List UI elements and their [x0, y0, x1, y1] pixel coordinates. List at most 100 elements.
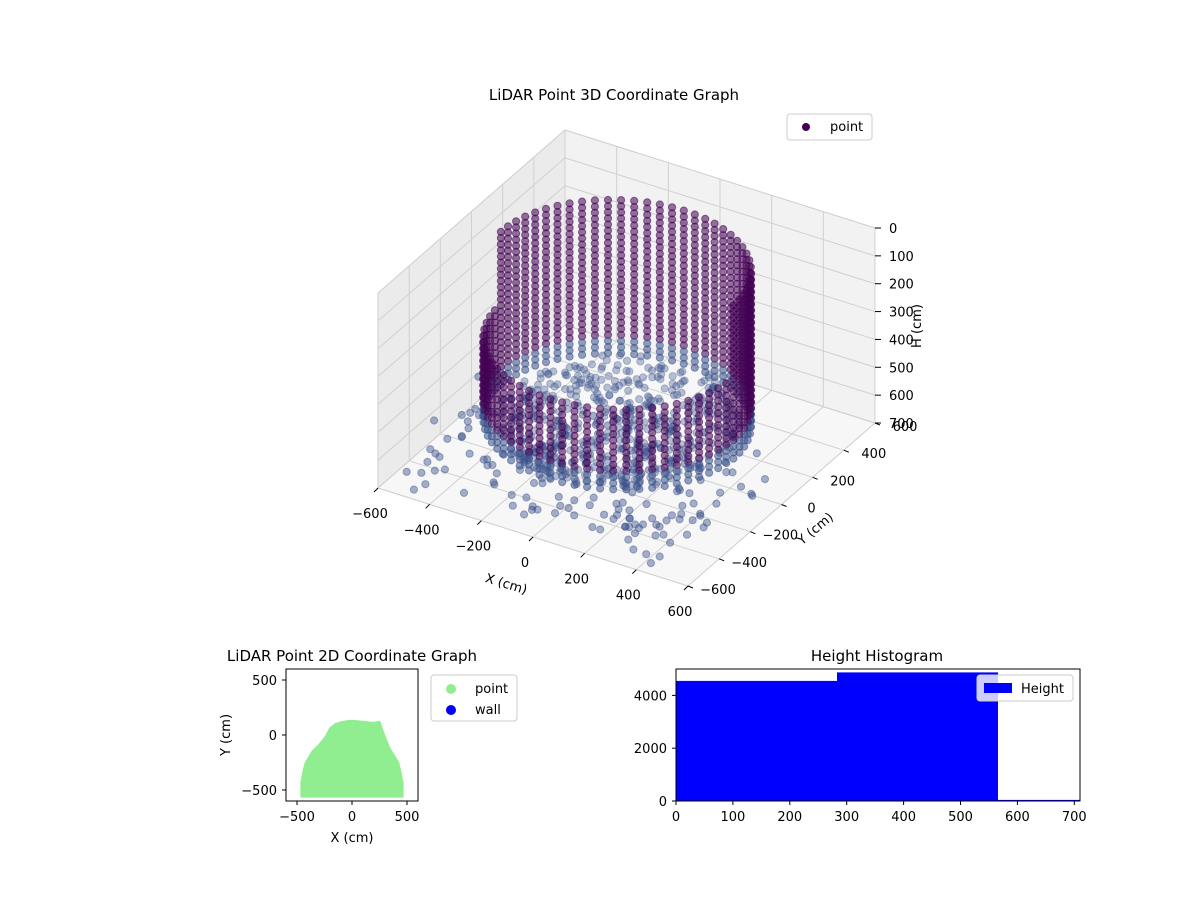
- plot-2d-title: LiDAR Point 2D Coordinate Graph: [227, 647, 477, 665]
- x-tick-label: 600: [1005, 810, 1030, 825]
- lidar-point: [585, 501, 594, 510]
- grid-line-z-back: [564, 129, 876, 229]
- lidar-point: [613, 361, 622, 370]
- lidar-point: [678, 377, 688, 386]
- lidar-point: [597, 375, 606, 384]
- lidar-point: [521, 365, 530, 374]
- lidar-point: [629, 545, 638, 554]
- grid-line-z-side: [377, 157, 566, 322]
- lidar-point: [616, 396, 625, 405]
- lidar-point: [684, 476, 693, 485]
- lidar-point: [729, 454, 738, 463]
- lidar-point: [463, 417, 472, 426]
- z-tick-label: 200: [889, 278, 914, 293]
- lidar-point: [760, 475, 770, 484]
- lidar-point: [677, 388, 686, 397]
- z-tick-label: 600: [889, 389, 914, 404]
- lidar-point: [622, 485, 631, 494]
- lidar-point: [643, 351, 652, 360]
- lidar-point: [585, 375, 594, 384]
- lidar-point: [575, 379, 584, 388]
- lidar-point: [705, 468, 714, 477]
- grid-line-z-back: [564, 268, 876, 368]
- x-tick-label: 400: [891, 810, 916, 825]
- lidar-point: [402, 467, 411, 476]
- x-tick-label: −400: [404, 523, 440, 538]
- lidar-point: [696, 509, 705, 518]
- lidar-point: [648, 483, 657, 492]
- lidar-point: [598, 362, 607, 371]
- lidar-point: [685, 489, 694, 498]
- lidar-point: [647, 366, 657, 375]
- x-tick-mark: [476, 520, 482, 526]
- lidar-point: [652, 520, 661, 529]
- lidar-point: [618, 498, 627, 507]
- y-tick-mark: [718, 558, 725, 562]
- lidar-point: [483, 461, 492, 470]
- lidar-point: [640, 383, 649, 392]
- lidar-point: [522, 493, 531, 502]
- lidar-point: [660, 364, 669, 373]
- grid-line-z-side: [377, 129, 566, 294]
- lidar-point: [546, 474, 555, 483]
- lidar-point: [435, 452, 444, 461]
- lidar-point: [615, 381, 624, 390]
- lidar-point: [602, 356, 611, 365]
- lidar-point: [612, 366, 621, 375]
- lidar-point: [577, 375, 586, 384]
- x-tick-mark: [631, 569, 637, 575]
- lidar-point: [635, 484, 644, 494]
- lidar-point: [667, 386, 677, 395]
- lidar-point: [426, 445, 435, 454]
- plot-2d-legend-marker-wall: [446, 705, 456, 715]
- plot-2d: LiDAR Point 2D Coordinate Graph −500−500…: [219, 647, 518, 846]
- lidar-point: [575, 363, 585, 372]
- lidar-point: [540, 385, 549, 394]
- lidar-point: [457, 432, 466, 441]
- lidar-point: [587, 379, 596, 388]
- lidar-point: [528, 502, 537, 511]
- lidar-point: [603, 349, 613, 358]
- lidar-point: [624, 378, 633, 387]
- x-tick-label: 0: [521, 556, 529, 571]
- y-tick-label: −500: [241, 784, 277, 799]
- lidar-point: [673, 390, 682, 399]
- lidar-point: [609, 514, 618, 524]
- lidar-point: [636, 357, 645, 366]
- lidar-point: [515, 461, 524, 470]
- lidar-point: [597, 364, 606, 373]
- plot-3d-legend: point: [786, 113, 873, 141]
- lidar-point: [417, 468, 426, 477]
- lidar-point: [680, 376, 689, 385]
- lidar-point: [712, 499, 721, 508]
- lidar-point: [752, 449, 761, 458]
- lidar-point: [492, 469, 501, 478]
- lidar-point: [440, 465, 449, 474]
- lidar-point: [465, 449, 474, 458]
- lidar-point: [642, 400, 651, 409]
- x-tick-label: 0: [672, 810, 680, 825]
- lidar-point: [654, 394, 663, 403]
- lidar-point: [672, 382, 681, 391]
- lidar-point: [660, 384, 669, 393]
- y-tick-label: 600: [893, 420, 918, 435]
- lidar-point: [621, 522, 630, 531]
- lidar-point: [605, 390, 614, 399]
- lidar-point: [612, 499, 621, 508]
- histogram-frame: [675, 668, 1081, 802]
- plot-3d: LiDAR Point 3D Coordinate Graph −600 −400…: [352, 86, 925, 620]
- lidar-point: [471, 404, 480, 413]
- x-tick-label: 200: [564, 572, 589, 587]
- lidar-point: [624, 535, 633, 544]
- lidar-point: [630, 350, 639, 359]
- lidar-point: [561, 370, 570, 379]
- lidar-point: [670, 391, 679, 400]
- lidar-point: [736, 482, 746, 491]
- x-tick-mark: [528, 536, 534, 542]
- lidar-point: [490, 480, 499, 489]
- plot-3d-legend-marker: [802, 123, 810, 131]
- lidar-point: [443, 434, 452, 443]
- lidar-point: [657, 361, 666, 370]
- lidar-point: [653, 372, 662, 382]
